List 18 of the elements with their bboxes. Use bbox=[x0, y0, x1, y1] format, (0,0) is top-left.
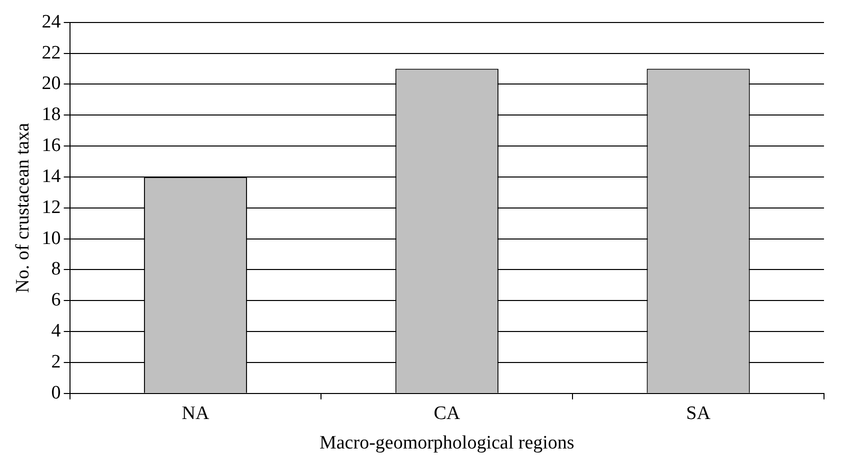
y-tick-label: 10 bbox=[42, 228, 61, 249]
y-tick-label: 16 bbox=[42, 135, 61, 156]
y-tick-label: 8 bbox=[51, 258, 61, 280]
x-tick-label: NA bbox=[182, 402, 210, 424]
y-tick-label: 18 bbox=[42, 104, 61, 126]
y-axis-title: No. of crustacean taxa bbox=[12, 122, 34, 293]
x-tick-label: SA bbox=[686, 402, 711, 424]
x-axis-title: Macro-geomorphological regions bbox=[319, 432, 574, 454]
y-tick-label: 6 bbox=[51, 290, 61, 311]
y-tick-label: 4 bbox=[51, 320, 62, 342]
y-tick-label: 20 bbox=[42, 73, 61, 94]
y-tick-label: 22 bbox=[42, 42, 61, 64]
y-tick-label: 12 bbox=[42, 196, 61, 218]
y-tick-label: 24 bbox=[42, 11, 62, 32]
y-tick-label: 14 bbox=[42, 166, 62, 187]
y-tick-label: 2 bbox=[51, 351, 61, 372]
x-tick-label: CA bbox=[434, 402, 460, 424]
y-tick-label: 0 bbox=[51, 382, 61, 404]
